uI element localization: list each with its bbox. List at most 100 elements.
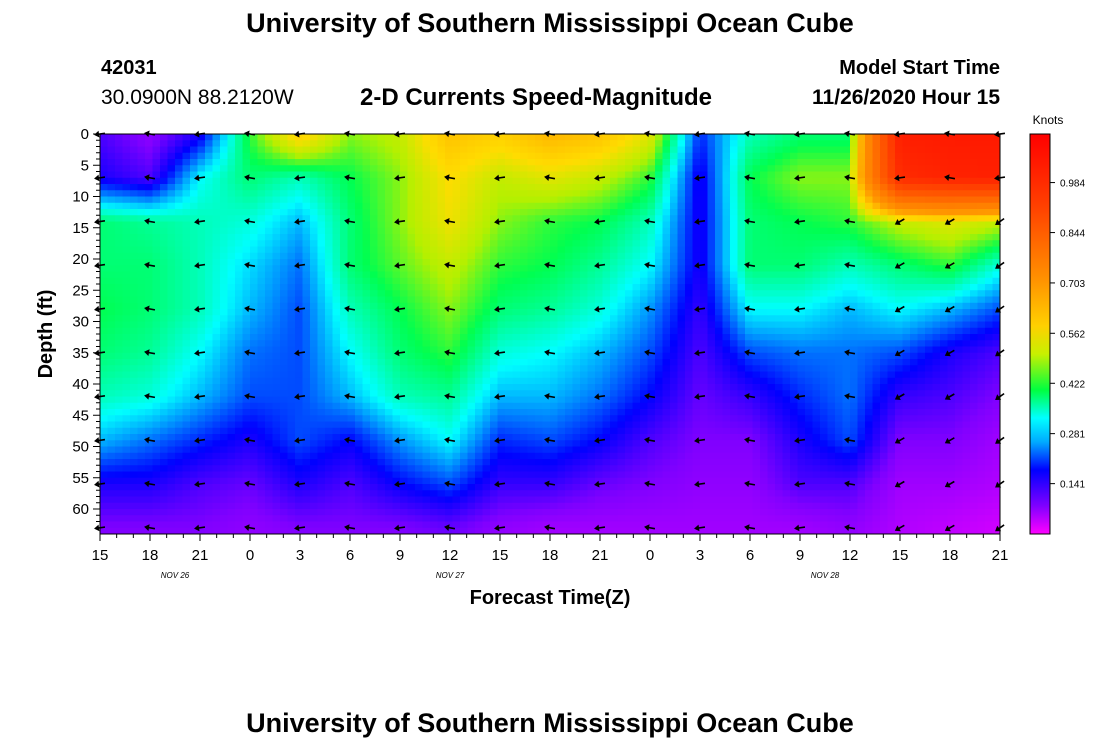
heatmap-cell <box>152 315 161 322</box>
heatmap-cell <box>152 346 161 354</box>
heatmap-cell <box>572 415 581 422</box>
heatmap-cell <box>137 215 146 222</box>
heatmap-cell <box>235 259 243 266</box>
heatmap-cell <box>602 346 611 354</box>
heatmap-cell <box>557 184 566 191</box>
heatmap-cell <box>122 252 131 260</box>
heatmap-cell <box>362 284 371 291</box>
heatmap-cell <box>205 171 213 179</box>
heatmap-cell <box>520 509 528 516</box>
heatmap-cell <box>130 159 138 166</box>
heatmap-cell <box>250 271 258 279</box>
heatmap-cell <box>670 146 678 154</box>
heatmap-cell <box>340 277 348 285</box>
heatmap-cell <box>227 309 236 316</box>
heatmap-cell <box>302 521 311 529</box>
heatmap-cell <box>445 196 453 204</box>
heatmap-cell <box>445 446 453 454</box>
heatmap-cell <box>475 209 483 216</box>
heatmap-cell <box>587 227 596 235</box>
heatmap-cell <box>535 346 543 354</box>
heatmap-cell <box>347 327 356 335</box>
heatmap-cell <box>250 340 258 347</box>
heatmap-cell <box>505 196 513 204</box>
heatmap-cell <box>317 277 326 285</box>
heatmap-cell <box>160 190 168 197</box>
heatmap-cell <box>512 527 521 535</box>
heatmap-cell <box>250 440 258 447</box>
heatmap-cell <box>100 271 108 279</box>
heatmap-cell <box>400 246 408 254</box>
heatmap-cell <box>377 377 386 385</box>
heatmap-cell <box>242 334 251 341</box>
heatmap-cell <box>250 315 258 322</box>
heatmap-cell <box>145 134 153 141</box>
heatmap-cell <box>100 359 108 366</box>
heatmap-cell <box>445 459 453 466</box>
heatmap-cell <box>265 409 273 416</box>
heatmap-cell <box>317 352 326 360</box>
heatmap-cell <box>542 321 551 329</box>
heatmap-cell <box>107 502 116 510</box>
heatmap-cell <box>520 177 528 185</box>
heatmap-cell <box>422 502 431 510</box>
heatmap-cell <box>175 327 183 335</box>
heatmap-cell <box>662 427 671 435</box>
heatmap-cell <box>115 521 123 529</box>
heatmap-cell <box>205 340 213 347</box>
heatmap-cell <box>407 459 416 466</box>
heatmap-cell <box>212 146 221 154</box>
heatmap-cell <box>227 346 236 354</box>
heatmap-cell <box>370 302 378 310</box>
heatmap-cell <box>542 240 551 247</box>
heatmap-cell <box>632 477 641 485</box>
heatmap-cell <box>340 346 348 354</box>
heatmap-cell <box>220 265 228 272</box>
heatmap-cell <box>497 315 506 322</box>
heatmap-cell <box>152 352 161 360</box>
heatmap-cell <box>137 184 146 191</box>
heatmap-cell <box>100 409 108 416</box>
heatmap-cell <box>670 165 678 172</box>
heatmap-cell <box>415 440 423 447</box>
heatmap-cell <box>100 315 108 322</box>
heatmap-cell <box>587 390 596 397</box>
heatmap-cell <box>317 315 326 322</box>
heatmap-cell <box>670 184 678 191</box>
heatmap-cell <box>302 434 311 441</box>
heatmap-cell <box>475 490 483 497</box>
heatmap-cell <box>632 315 641 322</box>
heatmap-cell <box>212 490 221 497</box>
heatmap-cell <box>670 402 678 410</box>
heatmap-cell <box>385 346 393 354</box>
heatmap-cell <box>317 309 326 316</box>
heatmap-cell <box>197 452 206 460</box>
heatmap-cell <box>355 259 363 266</box>
heatmap-cell <box>107 396 116 404</box>
heatmap-cell <box>602 409 611 416</box>
heatmap-cell <box>115 315 123 322</box>
heatmap-cell <box>235 177 243 185</box>
heatmap-cell <box>287 140 296 147</box>
heatmap-cell <box>610 346 618 354</box>
heatmap-cell <box>272 290 281 297</box>
heatmap-cell <box>392 202 401 210</box>
heatmap-cell <box>587 134 596 141</box>
heatmap-cell <box>422 252 431 260</box>
heatmap-cell <box>505 521 513 529</box>
heatmap-cell <box>340 409 348 416</box>
heatmap-cell <box>310 484 318 491</box>
heatmap-cell <box>130 290 138 297</box>
heatmap-cell <box>632 296 641 304</box>
heatmap-cell <box>182 221 191 229</box>
heatmap-cell <box>580 415 588 422</box>
heatmap-cell <box>257 377 266 385</box>
heatmap-cell <box>197 427 206 435</box>
heatmap-cell <box>490 465 498 472</box>
heatmap-cell <box>602 165 611 172</box>
heatmap-cell <box>437 246 446 254</box>
heatmap-cell <box>392 190 401 197</box>
heatmap-cell <box>295 146 303 154</box>
heatmap-cell <box>235 496 243 504</box>
heatmap-cell <box>512 509 521 516</box>
